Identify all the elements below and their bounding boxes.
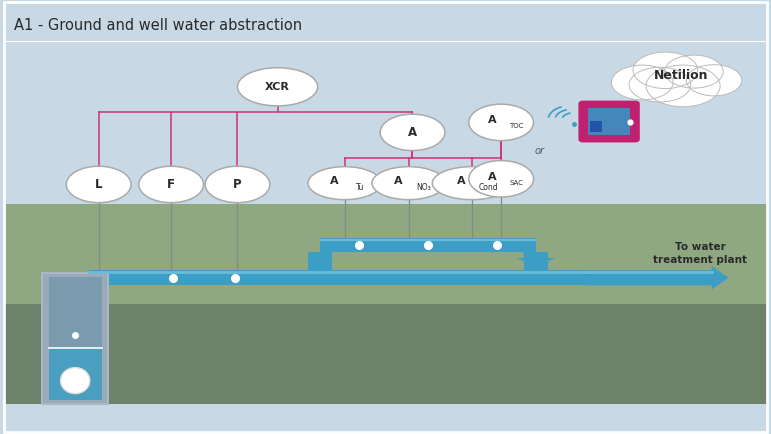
Ellipse shape [308,167,382,200]
Text: A: A [330,176,338,186]
Ellipse shape [237,68,318,106]
Bar [4,204,767,304]
Circle shape [646,65,720,107]
Ellipse shape [372,167,446,200]
Text: A1 - Ground and well water abstraction: A1 - Ground and well water abstraction [14,18,302,33]
Bar [524,252,548,270]
Circle shape [469,104,534,141]
Bar [320,238,536,252]
Circle shape [66,166,131,203]
Text: SAC: SAC [510,180,524,186]
FancyArrow shape [586,266,729,289]
Text: Tu: Tu [356,183,364,192]
Text: or: or [535,146,544,156]
Text: A: A [488,115,497,125]
Circle shape [611,65,673,100]
Bar [590,121,602,132]
Text: Cond: Cond [479,183,498,192]
Bar [308,252,332,270]
Circle shape [469,161,534,197]
Text: A: A [456,176,465,186]
Text: A: A [394,176,402,186]
Circle shape [633,52,698,89]
Circle shape [686,65,742,96]
Ellipse shape [433,167,511,200]
Bar [49,348,102,400]
Circle shape [205,166,270,203]
Text: P: P [233,178,242,191]
Bar [588,108,630,135]
Bar [4,304,767,404]
Text: F: F [167,178,175,191]
Bar [89,270,586,286]
FancyBboxPatch shape [42,273,108,404]
Ellipse shape [60,368,89,394]
Text: L: L [95,178,103,191]
Text: Netilion: Netilion [654,69,708,82]
Bar [49,277,102,400]
Text: XCR: XCR [265,82,290,92]
Text: To water
treatment plant: To water treatment plant [653,242,747,266]
Text: A: A [408,126,417,139]
Circle shape [139,166,204,203]
Circle shape [665,55,723,88]
Text: NO₃: NO₃ [416,183,432,192]
FancyBboxPatch shape [580,102,638,141]
Circle shape [380,114,445,151]
Circle shape [629,67,691,102]
Text: A: A [488,171,497,181]
Text: TOC: TOC [510,123,524,129]
FancyArrow shape [516,253,556,266]
